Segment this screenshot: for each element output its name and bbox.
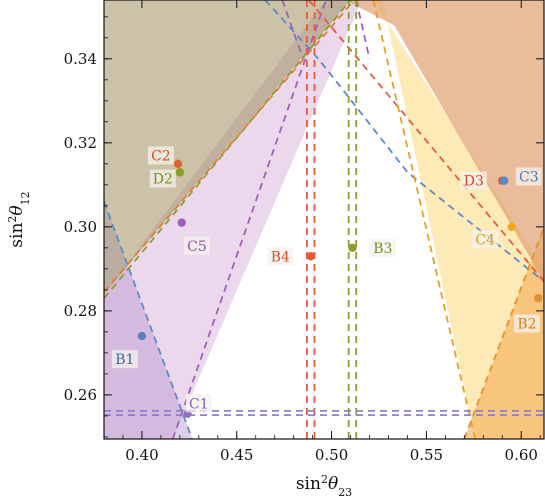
point-label-b1: B1: [115, 352, 134, 368]
point-c5: [177, 218, 186, 227]
dashed-line: [463, 226, 544, 439]
y-axis-label: sin2θ12: [6, 191, 32, 247]
point-label-c1: C1: [189, 396, 209, 412]
point-d2: [175, 168, 185, 177]
point-label-bg: [111, 350, 138, 369]
point-label-b2: B2: [517, 316, 536, 332]
region-yellow-right: [373, 0, 544, 439]
point-labels: B1 C1 C5 C2 D2 B4 B3 D3 C3 C4 B2: [111, 146, 542, 413]
point-label-c5: C5: [187, 239, 207, 255]
plot-frame: [103, 0, 545, 440]
x-tick-label: 0.50: [315, 446, 348, 464]
point-label-bg: [515, 167, 542, 186]
dashed-line: [308, 0, 544, 283]
point-label-b4: B4: [271, 249, 290, 265]
dashed-line: [372, 0, 476, 439]
dashed-line: [281, 0, 304, 60]
point-label-bg: [183, 236, 210, 255]
y-tick-label: 0.28: [64, 302, 97, 320]
y-tick-label: 0.32: [64, 134, 97, 152]
point-b3: [348, 243, 357, 253]
point-c2: [173, 159, 183, 169]
y-tick-label: 0.34: [64, 50, 97, 68]
point-b1: [137, 331, 147, 341]
point-label-bg: [513, 314, 540, 333]
dashed-line: [355, 0, 371, 59]
dashed-line: [104, 201, 194, 439]
point-label-d2: D2: [153, 172, 173, 188]
x-axis-label: sin2θ23: [296, 473, 352, 497]
dashed-line: [171, 0, 327, 439]
point-label-bg: [149, 169, 176, 188]
point-label-bg: [369, 238, 396, 257]
point-label-c3: C3: [519, 169, 539, 185]
region-olive-left: [104, 0, 351, 295]
point-label-bg: [460, 171, 487, 190]
y-axis-ticks: 0.26 0.28 0.30 0.32 0.34: [64, 16, 544, 438]
point-b4: [306, 252, 315, 261]
region-violet-band: [104, 0, 362, 439]
y-tick-label: 0.26: [64, 386, 97, 404]
point-label-bg: [267, 247, 294, 266]
point-label-c4: C4: [475, 232, 495, 248]
region-orange-top-right: [344, 0, 544, 282]
x-tick-label: 0.40: [125, 446, 158, 464]
point-c4: [507, 222, 516, 232]
x-tick-label: 0.55: [410, 446, 443, 464]
data-points: [137, 159, 543, 418]
x-axis-ticks: 0.40 0.45 0.50 0.55 0.60: [122, 0, 541, 464]
y-tick-label: 0.30: [64, 218, 97, 236]
point-label-b3: B3: [373, 241, 392, 257]
plot-area: [104, 0, 544, 439]
point-label-d3: D3: [464, 174, 484, 190]
x-tick-label: 0.45: [220, 446, 253, 464]
dashed-boundary-lines: [104, 0, 544, 439]
point-label-c2: C2: [151, 148, 171, 164]
dashed-line: [104, 0, 355, 293]
x-tick-label: 0.60: [505, 446, 538, 464]
point-label-bg: [185, 394, 212, 413]
point-label-bg: [147, 146, 174, 165]
point-c3: [499, 176, 509, 185]
point-b2: [534, 294, 543, 303]
dashed-line: [264, 0, 544, 283]
dashed-line: [104, 0, 352, 299]
point-label-bg: [472, 230, 499, 249]
